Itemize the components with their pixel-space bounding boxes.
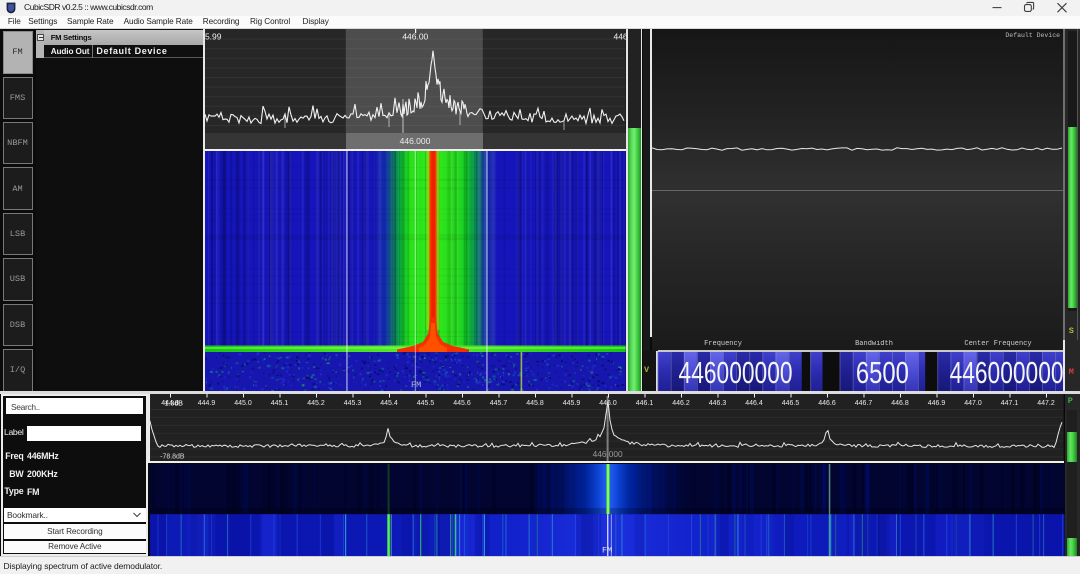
svg-text:447.1: 447.1	[1001, 400, 1019, 407]
svg-text:446000000: 446000000	[950, 355, 1064, 390]
svg-text:444.8: 444.8	[162, 400, 180, 407]
svg-text:446.01: 446.01	[614, 32, 626, 42]
svg-text:447.2: 447.2	[1038, 400, 1056, 407]
svg-text:-78.8dB: -78.8dB	[161, 453, 186, 460]
svg-text:445.6: 445.6	[454, 400, 472, 407]
svg-text:445.4: 445.4	[381, 400, 399, 407]
svg-text:446.4: 446.4	[746, 400, 764, 407]
svg-text:445.7: 445.7	[490, 400, 508, 407]
svg-text:445.5: 445.5	[417, 400, 435, 407]
svg-text:446.5: 446.5	[782, 400, 800, 407]
svg-text:6500: 6500	[856, 355, 909, 390]
svg-text:446.2: 446.2	[673, 400, 691, 407]
svg-text:1.3dB: 1.3dB	[165, 400, 184, 407]
svg-text:445.9: 445.9	[563, 400, 581, 407]
svg-text:446.1: 446.1	[636, 400, 654, 407]
svg-text:446.00: 446.00	[403, 32, 429, 42]
svg-text:445.8: 445.8	[527, 400, 545, 407]
svg-text:FM: FM	[411, 380, 421, 390]
svg-text:446.000: 446.000	[593, 449, 623, 459]
svg-text:445.1: 445.1	[271, 400, 289, 407]
svg-text:445.3: 445.3	[344, 400, 362, 407]
svg-text:446.6: 446.6	[819, 400, 837, 407]
svg-text:445.99: 445.99	[205, 32, 222, 42]
svg-text:444.9: 444.9	[198, 400, 216, 407]
svg-text:446.9: 446.9	[928, 400, 946, 407]
svg-text:FM: FM	[602, 545, 612, 555]
svg-text:446.8: 446.8	[892, 400, 910, 407]
svg-text:447.0: 447.0	[965, 400, 983, 407]
svg-text:446.7: 446.7	[855, 400, 873, 407]
svg-text:445.0: 445.0	[235, 400, 253, 407]
svg-text:446.3: 446.3	[709, 400, 727, 407]
svg-text:445.2: 445.2	[308, 400, 326, 407]
svg-text:446000000: 446000000	[679, 355, 793, 390]
